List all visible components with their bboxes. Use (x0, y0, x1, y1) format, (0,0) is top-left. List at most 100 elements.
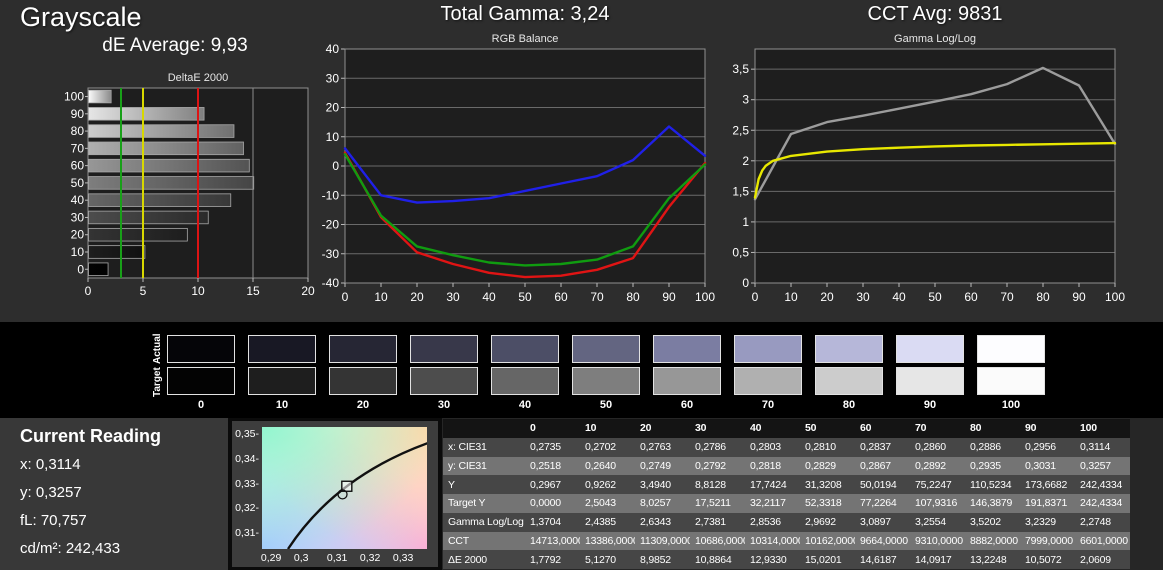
gamma-line-chart: 3,5 3 2,5 2 1,5 1 0,5 00 10 20 30 40 50 60 70 80 90 100 (732, 48, 1125, 304)
bottom-section: Current Reading x: 0,3114 y: 0,3257 fL: 70… (0, 418, 1163, 570)
table-cell: 17,5211 (690, 494, 745, 513)
rgb-y-label: 40 (326, 42, 340, 56)
current-reading-panel: Current Reading x: 0,3114 y: 0,3257 fL: 70… (0, 418, 228, 570)
deltae-y-label: 0 (77, 262, 84, 276)
table-cell: 110,5234 (965, 475, 1020, 494)
actual-row-label: Actual (152, 333, 163, 364)
rgb-green-line (343, 153, 707, 267)
cie-chromaticity-panel: 0,35- 0,34- 0,33- 0,32- 0,31- 0,29 0,3 0,31 0,32… (228, 418, 442, 570)
deltae-y-label: 90 (71, 107, 85, 121)
deltae-x-label: 15 (246, 284, 260, 298)
target-swatch-90 (896, 367, 964, 395)
swatch-grid: 0 10 20 30 40 50 60 70 80 90 100 (167, 335, 1045, 412)
cie-x-label: 0,32 (359, 552, 381, 564)
table-cell: 13,2248 (965, 550, 1020, 569)
rgb-y-label: 0 (332, 159, 339, 173)
reading-value: y: 0,3257 (20, 484, 82, 501)
cct-average-readout: CCT Avg: 9831 (867, 3, 1003, 25)
gamma-x-label: 70 (1000, 290, 1014, 304)
gamma-y-label: 1 (742, 215, 749, 229)
rgb-y-label: -40 (322, 276, 340, 290)
table-cell: 9310,0000 (910, 531, 965, 551)
current-reading-title: Current Reading (20, 426, 162, 446)
table-cell: 1,7792 (525, 550, 580, 569)
actual-swatch-100 (977, 335, 1045, 363)
deltae-x-label: 0 (85, 284, 92, 298)
table-cell: 50,0194 (855, 475, 910, 494)
deltae-bar-0 (88, 262, 109, 277)
table-cell: 0,3257 (1075, 456, 1130, 476)
gamma-x-label: 90 (1072, 290, 1086, 304)
rgb-x-label: 50 (518, 290, 532, 304)
table-cell: 0,2810 (800, 437, 855, 457)
cie-y-label: 0,33- (235, 477, 259, 490)
cie-x-label: 0,29 (260, 552, 282, 564)
deltae-bar-50 (88, 176, 255, 190)
table-cell: 10,5072 (1020, 550, 1075, 569)
cie-y-label: 0,34- (235, 453, 259, 466)
rgb-x-label: 30 (446, 290, 460, 304)
table-row-label: Gamma Log/Log (443, 512, 525, 532)
table-cell: 0,2518 (525, 456, 580, 476)
table-cell: 15,0201 (800, 550, 855, 569)
gamma-chart-subtitle: Gamma Log/Log (894, 33, 976, 45)
table-cell: 2,0609 (1075, 550, 1130, 569)
table-row-label: CCT (443, 531, 525, 551)
table-cell: 2,2748 (1075, 512, 1130, 532)
swatch-level-label: 60 (680, 399, 694, 411)
table-cell: 52,3318 (800, 494, 855, 513)
table-col-header: 100 (1075, 419, 1130, 438)
deltae-y-label: 40 (71, 193, 85, 207)
table-cell: 7999,0000 (1020, 531, 1075, 551)
deltae-y-label: 70 (71, 141, 85, 155)
swatch-level-label: 90 (923, 399, 937, 411)
table-cell: 0,2837 (855, 437, 910, 457)
table-cell: 2,9692 (800, 512, 855, 532)
target-swatch-70 (734, 367, 802, 395)
table-cell: 10,8864 (690, 550, 745, 569)
rgb-x-label: 60 (554, 290, 568, 304)
rgb-x-label: 40 (482, 290, 496, 304)
gamma-x-label: 80 (1036, 290, 1050, 304)
deltae-x-label: 10 (191, 284, 205, 298)
table-cell: 0,2892 (910, 456, 965, 476)
target-swatch-60 (653, 367, 721, 395)
target-swatch-0 (167, 367, 235, 395)
deltae-y-label: 50 (71, 176, 85, 190)
cie-plot-area (262, 427, 427, 549)
table-cell: 191,8371 (1020, 494, 1075, 513)
gamma-x-label: 60 (964, 290, 978, 304)
deltae-y-label: 100 (64, 90, 84, 104)
target-swatch-40 (491, 367, 559, 395)
reading-value: fL: 70,757 (20, 512, 87, 529)
table-cell: 0,3031 (1020, 456, 1075, 476)
table-cell: 14713,0000 (525, 531, 580, 551)
table-cell: 107,9316 (910, 494, 965, 513)
table-cell: 8882,0000 (965, 531, 1020, 551)
swatch-level-label: 0 (197, 399, 205, 411)
table-cell: 3,0897 (855, 512, 910, 532)
deltae-y-label: 80 (71, 124, 85, 138)
cie-y-label: 0,32- (235, 502, 259, 515)
table-cell: 31,3208 (800, 475, 855, 494)
actual-swatch-40 (491, 335, 559, 363)
gamma-x-label: 10 (784, 290, 798, 304)
actual-swatch-30 (410, 335, 478, 363)
table-col-header: 80 (965, 419, 1020, 438)
table-cell: 14,0917 (910, 550, 965, 569)
table-cell: 0,2867 (855, 456, 910, 476)
swatch-level-label: 10 (275, 399, 289, 411)
table-col-header: 90 (1020, 419, 1075, 438)
table-cell: 8,8128 (690, 475, 745, 494)
swatch-level-label: 100 (1001, 399, 1021, 411)
table-col-header: 10 (580, 419, 635, 438)
actual-swatch-60 (653, 335, 721, 363)
table-cell: 173,6682 (1020, 475, 1075, 494)
actual-swatch-70 (734, 335, 802, 363)
table-cell: 0,2956 (1020, 437, 1075, 457)
table-cell: 12,9330 (745, 550, 800, 569)
table-cell: 0,9262 (580, 475, 635, 494)
table-cell: 2,7381 (690, 512, 745, 532)
table-row-label: x: CIE31 (443, 437, 525, 457)
